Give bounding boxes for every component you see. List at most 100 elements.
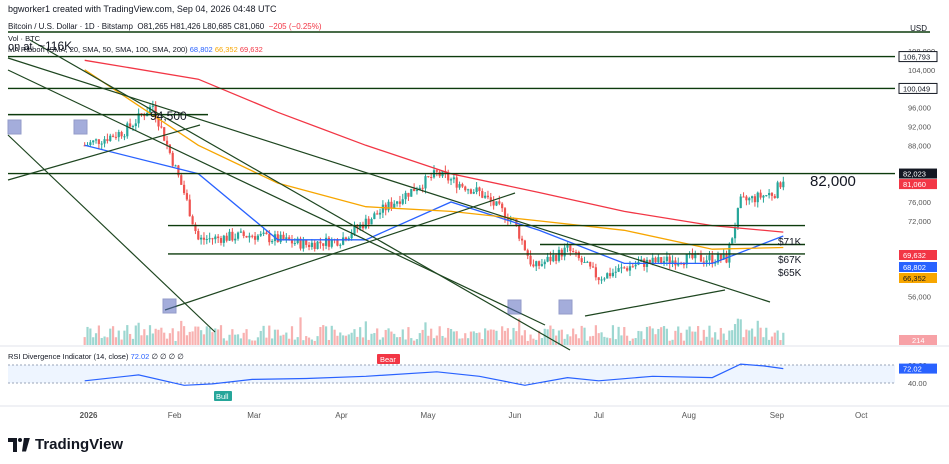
candle-body (586, 261, 589, 263)
candle-body (387, 201, 390, 211)
volume-bar (373, 333, 376, 345)
x-tick-label: Feb (168, 411, 182, 420)
candle-body (302, 240, 305, 249)
candle-body (407, 192, 410, 197)
volume-bar (347, 334, 350, 345)
candle-body (430, 177, 433, 179)
candle-body (180, 175, 183, 185)
candle-body (353, 225, 356, 234)
ma-line-0 (84, 144, 784, 265)
candle-body (174, 165, 177, 167)
candle-body (418, 187, 421, 190)
candle-body (168, 144, 171, 153)
volume-bar (509, 339, 512, 345)
candle-body (472, 191, 475, 194)
candle-body (770, 193, 774, 196)
ma-ribbon-legend[interactable]: MA Ribbon (SMA, 20, SMA, 50, SMA, 100, S… (8, 45, 263, 54)
volume-bar (765, 327, 768, 345)
volume-bar (398, 337, 402, 345)
candle-body (259, 233, 262, 236)
volume-bar (171, 328, 174, 345)
candle-body (668, 256, 671, 264)
volume-bar (682, 340, 686, 345)
candle-body (271, 241, 274, 243)
candle-body (452, 177, 455, 180)
volume-bar (484, 328, 487, 345)
candle-body (182, 184, 186, 194)
candle-body (603, 278, 606, 280)
volume-bar (290, 326, 294, 345)
volume-bar (654, 334, 657, 345)
volume-bar (410, 338, 413, 345)
volume-bar (705, 336, 708, 345)
volume-bar (336, 335, 339, 345)
trendline (29, 39, 571, 351)
volume-bar (324, 326, 328, 345)
volume-bar (708, 325, 711, 345)
volume-bar (736, 318, 739, 345)
candle-body (702, 261, 705, 263)
ma50-value: 66,352 (214, 45, 238, 54)
volume-bar (665, 328, 668, 345)
volume-bar (637, 330, 640, 345)
rsi-band (8, 365, 895, 383)
highlight-box (162, 298, 177, 314)
volume-bar (481, 339, 484, 345)
candle-body (555, 255, 558, 261)
volume-bar (603, 336, 606, 345)
volume-bar (438, 326, 441, 345)
rsi-extras: ∅ ∅ ∅ ∅ (151, 352, 184, 361)
volume-bar (109, 328, 112, 345)
volume-label[interactable]: Vol · BTC (8, 34, 41, 43)
candle-body (330, 239, 333, 247)
tradingview-logo[interactable]: TradingView (8, 436, 123, 453)
volume-bar (469, 331, 473, 345)
volume-bar (160, 327, 163, 345)
volume-bar (180, 320, 183, 345)
candle-body (129, 123, 132, 127)
volume-bar (106, 337, 109, 345)
rsi-y-tick-label: 40.00 (908, 379, 927, 388)
volume-bar (557, 330, 561, 345)
volume-bar (94, 333, 98, 345)
volume-bar (401, 329, 404, 345)
volume-bar (302, 340, 305, 345)
volume-bar (248, 339, 251, 345)
volume-bar (628, 340, 632, 345)
candle-body (202, 237, 206, 240)
candle-body (364, 218, 367, 229)
volume-bar (770, 336, 774, 345)
rsi-legend[interactable]: RSI Divergence Indicator (14, close) 72.… (8, 352, 184, 361)
candle-body (722, 254, 725, 260)
volume-bar (86, 326, 89, 345)
candle-body (262, 232, 265, 234)
candle-body (165, 140, 169, 145)
candle-body (719, 254, 722, 260)
candle-body (319, 241, 322, 244)
bull-tag-label: Bull (216, 392, 229, 401)
volume-bar (611, 325, 615, 345)
y-tick-label: 104,000 (908, 66, 935, 75)
volume-bar (694, 331, 697, 345)
volume-bar (503, 330, 507, 345)
volume-bar (501, 326, 504, 345)
annotation-67k: $67K (778, 255, 802, 266)
volume-bar (455, 331, 458, 345)
currency-label[interactable]: USD (910, 24, 927, 33)
volume-bar (404, 339, 407, 345)
candle-body (492, 201, 495, 206)
symbol-line: Bitcoin / U.S. Dollar · 1D · Bitstamp O8… (8, 22, 322, 31)
candle-body (109, 135, 112, 141)
candle-body (342, 237, 345, 245)
candle-body (242, 231, 245, 236)
ohlc-values: O81,265 H81,426 L80,685 C81,060 (137, 22, 265, 31)
candle-body (580, 258, 583, 263)
x-tick-label: Mar (247, 411, 261, 420)
volume-bar (191, 331, 194, 345)
volume-bar (555, 335, 558, 345)
candle-body (523, 240, 526, 251)
volume-bar (182, 326, 186, 345)
candle-body (160, 126, 163, 128)
candle-body (779, 182, 782, 188)
candle-body (231, 231, 234, 241)
